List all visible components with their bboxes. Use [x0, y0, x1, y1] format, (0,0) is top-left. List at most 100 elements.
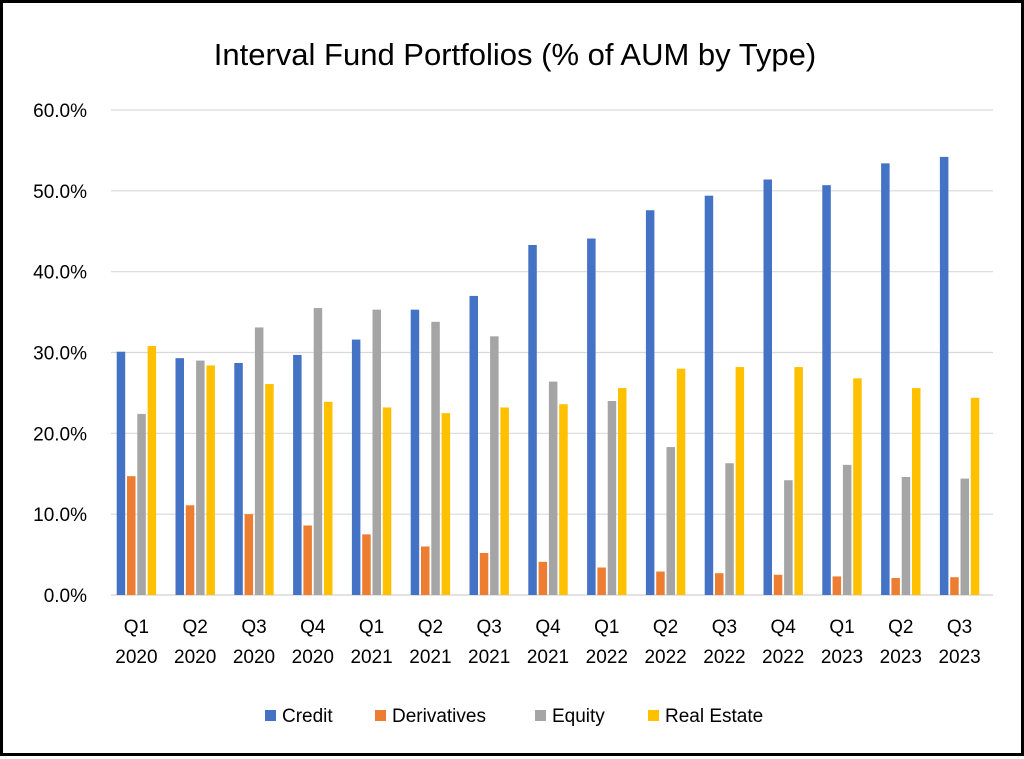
bar-derivatives	[479, 552, 489, 595]
bar-equity	[313, 308, 323, 595]
x-tick-label: Q2 2023	[880, 617, 922, 668]
legend: Credit Derivatives Equity Real Estate	[265, 706, 763, 727]
bar-equity	[784, 480, 793, 595]
x-tick-year: 2020	[233, 647, 275, 668]
bar-derivatives	[538, 561, 548, 595]
bar-credit	[587, 238, 596, 595]
bar-credit	[410, 309, 420, 595]
bar-equity	[137, 413, 146, 595]
x-tick-quarter: Q4	[771, 617, 797, 638]
bar-credit	[351, 339, 361, 595]
bar-equity	[842, 464, 852, 595]
bar-derivatives	[832, 576, 842, 595]
x-axis-ticks: Q1 2020 Q2 2020 Q3 2020 Q4 2020 Q1 2021 Q2 2021 Q3 20…	[115, 617, 980, 668]
x-tick-year: 2022	[586, 647, 628, 668]
bar-equity	[254, 327, 264, 595]
x-tick-label: Q2 2021	[409, 617, 451, 668]
bar-equity	[666, 447, 675, 595]
legend-label: Real Estate	[665, 706, 763, 727]
x-tick-label: Q3 2021	[468, 617, 510, 668]
x-tick-year: 2020	[174, 647, 216, 668]
bar-credit	[939, 156, 949, 595]
legend-swatch	[375, 710, 386, 721]
bar-real-estate	[912, 388, 921, 595]
bar-credit	[528, 244, 537, 595]
bar-equity	[725, 463, 734, 595]
x-tick-label: Q1 2023	[821, 617, 863, 668]
chart-svg: Interval Fund Portfolios (% of AUM by Ty…	[33, 37, 993, 727]
bar-derivatives	[597, 567, 606, 595]
x-tick-label: Q4 2022	[762, 617, 804, 668]
x-tick-quarter: Q3	[947, 617, 972, 638]
bar-real-estate	[618, 388, 627, 595]
y-tick-label: 0.0%	[44, 586, 87, 607]
bar-real-estate	[206, 365, 215, 595]
bar-equity	[196, 360, 205, 595]
bar-credit	[175, 358, 184, 595]
bar-equity	[607, 401, 617, 595]
bar-credit	[881, 163, 890, 595]
bar-credit	[469, 295, 478, 595]
bar-equity	[901, 476, 911, 595]
x-tick-year: 2021	[350, 647, 392, 668]
x-tick-quarter: Q1	[124, 617, 149, 638]
y-axis-ticks: 0.0% 10.0% 20.0% 30.0% 40.0% 50.0% 60.0%	[33, 101, 87, 607]
bar-equity	[490, 336, 499, 595]
legend-item-equity: Equity	[535, 706, 605, 727]
x-tick-quarter: Q3	[712, 617, 737, 638]
x-tick-year: 2022	[762, 647, 804, 668]
legend-item-derivatives: Derivatives	[375, 706, 486, 727]
y-tick-label: 40.0%	[33, 263, 87, 284]
x-tick-label: Q1 2020	[115, 617, 157, 668]
y-tick-label: 60.0%	[33, 101, 87, 122]
x-tick-quarter: Q3	[477, 617, 502, 638]
x-tick-year: 2021	[527, 647, 569, 668]
legend-label: Derivatives	[392, 706, 486, 727]
bar-equity	[960, 478, 969, 595]
legend-swatch	[265, 710, 276, 721]
bar-credit	[822, 185, 831, 596]
legend-item-real-estate: Real Estate	[648, 706, 763, 727]
bar-derivatives	[950, 577, 959, 595]
bar-derivatives	[656, 571, 665, 595]
bar-derivatives	[362, 534, 371, 595]
bar-real-estate	[676, 368, 686, 595]
x-tick-label: Q2 2020	[174, 617, 216, 668]
x-tick-quarter: Q1	[829, 617, 854, 638]
bar-real-estate	[324, 401, 333, 595]
x-tick-label: Q3 2022	[703, 617, 745, 668]
bar-derivatives	[891, 578, 900, 595]
bar-real-estate	[441, 413, 451, 595]
bar-real-estate	[794, 367, 803, 595]
bar-derivatives	[185, 505, 195, 595]
bar-derivatives	[715, 573, 724, 595]
x-tick-quarter: Q2	[183, 617, 208, 638]
x-tick-label: Q3 2023	[938, 617, 980, 668]
bar-real-estate	[382, 407, 392, 595]
x-tick-label: Q2 2022	[644, 617, 686, 668]
x-tick-quarter: Q1	[594, 617, 619, 638]
x-tick-year: 2023	[880, 647, 922, 668]
y-tick-label: 50.0%	[33, 182, 87, 203]
x-tick-year: 2020	[292, 647, 334, 668]
x-tick-year: 2023	[938, 647, 980, 668]
legend-label: Credit	[282, 706, 333, 727]
bar-real-estate	[853, 378, 862, 595]
legend-swatch	[648, 710, 659, 721]
chart-title: Interval Fund Portfolios (% of AUM by Ty…	[214, 37, 816, 72]
bars	[116, 156, 980, 596]
bar-equity	[372, 309, 381, 595]
y-tick-label: 30.0%	[33, 344, 87, 365]
bar-credit	[234, 363, 243, 595]
legend-item-credit: Credit	[265, 706, 333, 727]
x-tick-year: 2020	[115, 647, 157, 668]
bar-derivatives	[303, 525, 312, 595]
x-tick-quarter: Q2	[888, 617, 913, 638]
bar-real-estate	[970, 397, 980, 595]
bar-credit	[293, 354, 302, 595]
x-tick-quarter: Q4	[535, 617, 561, 638]
x-tick-year: 2022	[644, 647, 686, 668]
bar-equity	[548, 381, 558, 595]
x-tick-quarter: Q4	[300, 617, 326, 638]
